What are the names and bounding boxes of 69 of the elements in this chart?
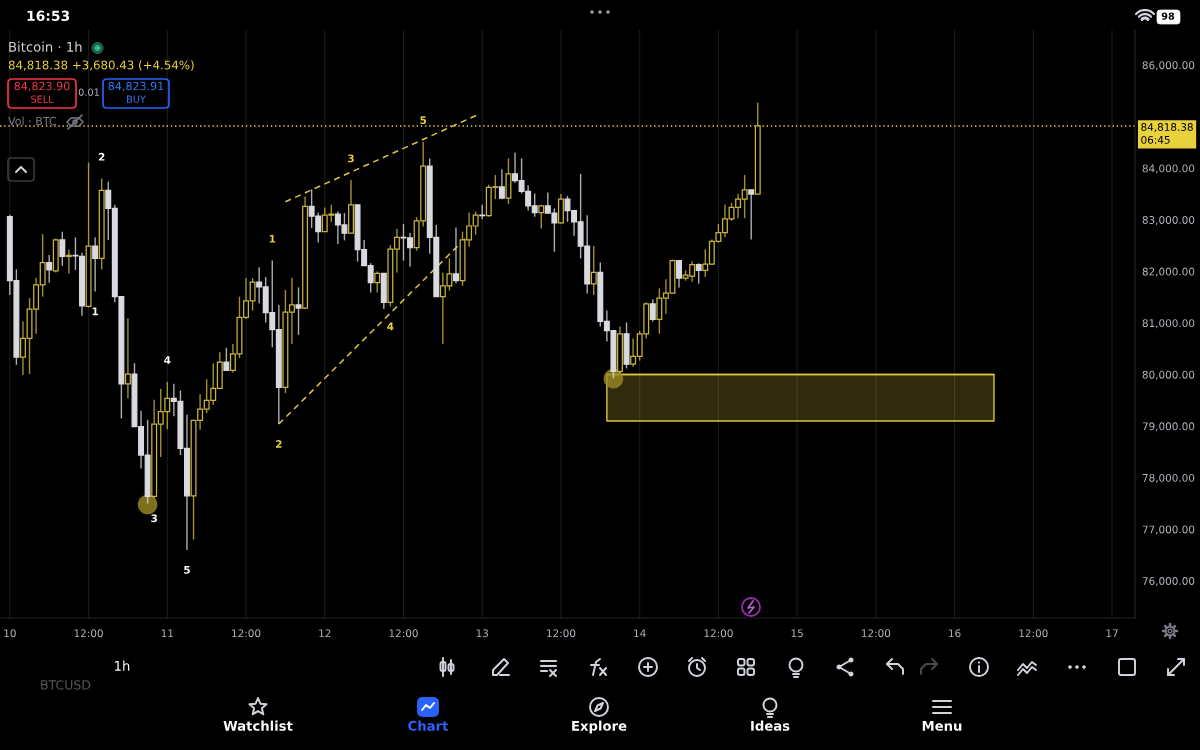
x-tick-label: 17 xyxy=(1106,629,1118,638)
candlestick xyxy=(557,193,564,225)
candlestick xyxy=(695,262,702,285)
y-tick-label: 84,000.00 xyxy=(1142,164,1195,174)
candlestick xyxy=(748,189,755,241)
x-tick-label: 12:00 xyxy=(74,629,103,638)
candlestick xyxy=(223,347,230,372)
x-tick-label: 12:00 xyxy=(232,629,261,638)
annotation: Vol · BTC xyxy=(8,116,57,126)
y-tick-label: 82,000.00 xyxy=(1142,267,1195,277)
x-tick-label: 10 xyxy=(4,629,16,638)
annotation: 2 xyxy=(98,152,105,161)
annotation: BUY xyxy=(127,95,146,103)
candlestick xyxy=(124,317,131,399)
annotation: 5 xyxy=(184,566,190,574)
text: Menu xyxy=(922,721,962,731)
candlestick xyxy=(590,245,597,296)
y-tick-label: 77,000.00 xyxy=(1142,525,1195,535)
text: Chart xyxy=(408,720,449,731)
candlestick xyxy=(46,254,53,284)
annotation: 2 xyxy=(276,440,282,448)
text: Watchlist xyxy=(223,720,293,731)
text: Bitcoin · 1h xyxy=(9,41,82,52)
candlestick xyxy=(59,230,66,267)
x-tick-label: 14 xyxy=(634,629,646,638)
x-tick-label: 12:00 xyxy=(389,629,418,638)
x-tick-label: 12:00 xyxy=(861,629,891,638)
annotation: 4 xyxy=(387,322,394,331)
annotation: 0.01 xyxy=(78,88,99,96)
y-tick-label: 81,000.00 xyxy=(1142,319,1195,329)
annotation: 84,823.90 xyxy=(14,81,70,92)
annotation: SELL xyxy=(31,95,54,103)
y-tick-label: 86,000.00 xyxy=(1142,61,1195,71)
ref-line-label: 84,818.38 06:45 xyxy=(1141,123,1193,144)
annotation: 3 xyxy=(151,514,157,523)
x-tick-label: 16 xyxy=(949,629,961,638)
text: Ideas xyxy=(751,720,790,731)
x-tick-label: 12:00 xyxy=(1019,629,1048,638)
x-tick-label: 15 xyxy=(791,629,803,638)
candlestick xyxy=(498,168,505,200)
x-tick-label: 13 xyxy=(476,629,488,638)
x-tick-label: 12:00 xyxy=(704,629,733,638)
x-tick-label: 11 xyxy=(161,629,173,638)
candlestick xyxy=(374,270,381,294)
candlestick xyxy=(649,298,656,323)
y-tick-label: 83,000.00 xyxy=(1142,216,1195,225)
annotation: 4 xyxy=(164,356,171,364)
text: BTCUSD xyxy=(41,680,91,690)
text: 16:53 xyxy=(27,10,70,22)
candlestick xyxy=(295,286,302,336)
candlestick xyxy=(452,226,459,284)
annotation: 5 xyxy=(420,116,427,125)
candlestick xyxy=(676,259,683,289)
x-tick-label: 12 xyxy=(319,629,331,638)
annotation: 1 xyxy=(269,235,276,243)
text: 84,818.38 +3,680.43 (+4.54%) xyxy=(8,60,194,71)
y-tick-label: 76,000.00 xyxy=(1142,577,1195,587)
candlestick xyxy=(65,249,72,275)
y-tick-label: 79,000.00 xyxy=(1142,422,1195,432)
x-tick-label: 12:00 xyxy=(547,629,576,638)
annotation: 84,823.91 xyxy=(108,81,164,92)
text: 1h xyxy=(115,660,130,671)
text: Explore xyxy=(572,720,627,734)
annotation: 1 xyxy=(92,307,99,316)
text: 98 xyxy=(1161,12,1175,20)
annotation: 3 xyxy=(348,154,354,163)
y-tick-label: 78,000.00 xyxy=(1142,473,1195,483)
candlestick xyxy=(92,236,99,293)
y-tick-label: 80,000.00 xyxy=(1142,370,1195,380)
